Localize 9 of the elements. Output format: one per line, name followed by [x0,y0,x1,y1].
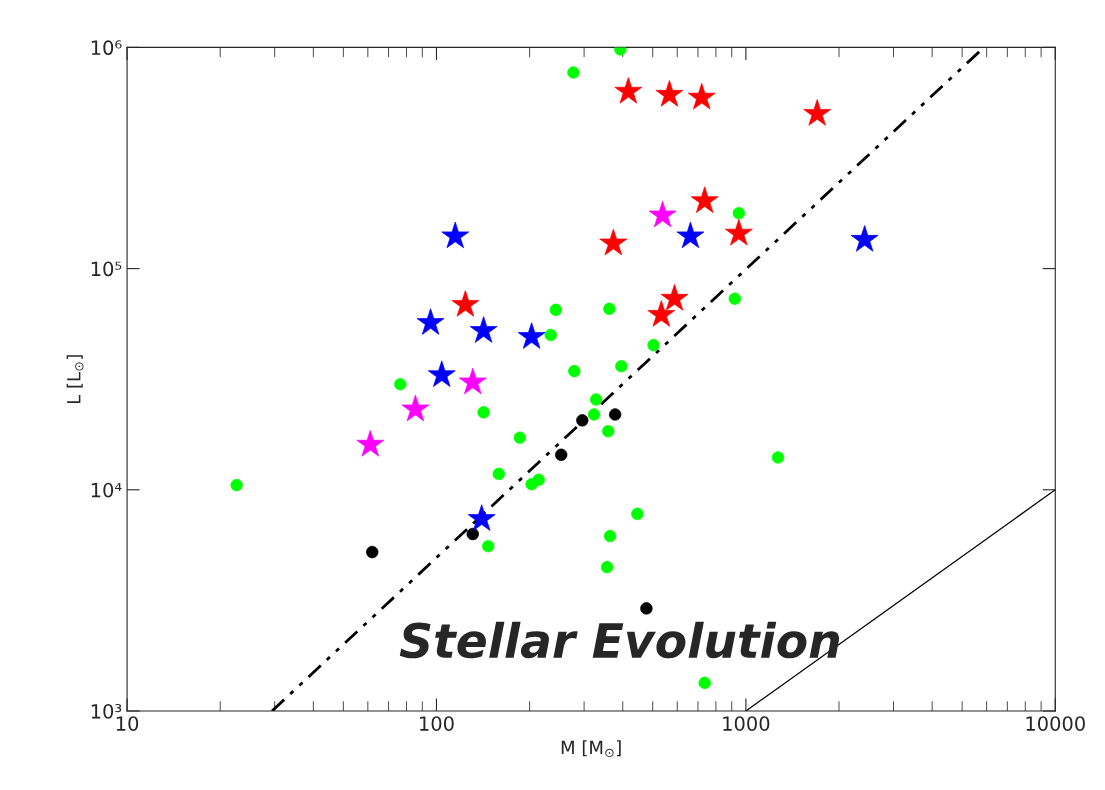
x-axis-title: M [M$_{⊙}$] [561,740,621,758]
x-tick-label: 10000 [1026,716,1085,731]
x-tick-label: 1000 [723,716,770,731]
x-tick-label: 100 [420,716,454,731]
annotation: Stellar Evolution [399,621,840,659]
y-tick-label: 10⁵ [91,261,122,277]
y-tick-label: 10⁶ [91,40,122,56]
y-axis-title: L [L$_{⊙}$] [66,355,84,404]
y-tick-label: 10⁴ [91,482,122,498]
